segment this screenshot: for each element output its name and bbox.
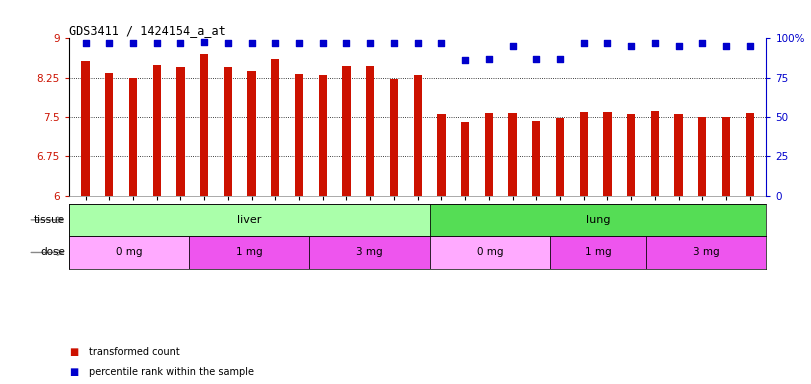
Point bbox=[459, 57, 472, 63]
Point bbox=[744, 43, 757, 50]
Text: liver: liver bbox=[237, 215, 261, 225]
Point bbox=[411, 40, 424, 46]
Point bbox=[601, 40, 614, 46]
Bar bbox=[224, 67, 232, 196]
Text: dose: dose bbox=[40, 247, 65, 258]
Point bbox=[554, 56, 567, 62]
Text: ■: ■ bbox=[69, 346, 78, 357]
Point bbox=[506, 43, 519, 50]
Bar bbox=[152, 65, 161, 196]
Point bbox=[198, 38, 211, 45]
Bar bbox=[81, 61, 90, 196]
Bar bbox=[200, 54, 208, 196]
Point bbox=[672, 43, 685, 50]
Point bbox=[530, 56, 543, 62]
Point bbox=[79, 40, 92, 46]
Bar bbox=[366, 66, 375, 196]
Point bbox=[103, 40, 116, 46]
Text: ■: ■ bbox=[69, 366, 78, 377]
Bar bbox=[342, 66, 350, 196]
Text: percentile rank within the sample: percentile rank within the sample bbox=[89, 366, 254, 377]
Bar bbox=[532, 121, 540, 196]
Point bbox=[435, 40, 448, 46]
Text: lung: lung bbox=[586, 215, 611, 225]
Bar bbox=[437, 114, 445, 196]
Bar bbox=[646, 236, 766, 269]
Bar bbox=[550, 236, 646, 269]
Text: GDS3411 / 1424154_a_at: GDS3411 / 1424154_a_at bbox=[69, 24, 225, 37]
Bar bbox=[414, 75, 422, 196]
Bar bbox=[508, 113, 517, 196]
Point bbox=[363, 40, 376, 46]
Bar bbox=[556, 118, 564, 196]
Bar bbox=[722, 117, 730, 196]
Bar bbox=[603, 112, 611, 196]
Bar bbox=[319, 75, 327, 196]
Bar bbox=[698, 117, 706, 196]
Bar bbox=[461, 122, 470, 196]
Point bbox=[245, 40, 258, 46]
Text: 0 mg: 0 mg bbox=[116, 247, 142, 258]
Point bbox=[221, 40, 234, 46]
Bar bbox=[390, 79, 398, 196]
Point bbox=[268, 40, 281, 46]
Point bbox=[293, 40, 306, 46]
Bar bbox=[129, 78, 137, 196]
Text: 1 mg: 1 mg bbox=[236, 247, 263, 258]
Point bbox=[316, 40, 329, 46]
Text: 3 mg: 3 mg bbox=[693, 247, 719, 258]
Text: 0 mg: 0 mg bbox=[477, 247, 503, 258]
Point bbox=[719, 43, 732, 50]
Bar bbox=[105, 73, 114, 196]
Bar bbox=[430, 236, 550, 269]
Bar bbox=[295, 74, 303, 196]
Text: tissue: tissue bbox=[34, 215, 65, 225]
Bar bbox=[189, 236, 310, 269]
Bar bbox=[627, 114, 635, 196]
Bar bbox=[745, 113, 754, 196]
Point bbox=[649, 40, 662, 46]
Bar bbox=[675, 114, 683, 196]
Point bbox=[127, 40, 139, 46]
Bar bbox=[247, 71, 255, 196]
Point bbox=[388, 40, 401, 46]
Bar bbox=[580, 112, 588, 196]
Point bbox=[174, 40, 187, 46]
Point bbox=[483, 56, 496, 62]
Point bbox=[340, 40, 353, 46]
Bar bbox=[650, 111, 659, 196]
Point bbox=[696, 40, 709, 46]
Bar bbox=[271, 60, 280, 196]
Point bbox=[624, 43, 637, 50]
Text: transformed count: transformed count bbox=[89, 346, 180, 357]
Bar bbox=[485, 113, 493, 196]
Text: 3 mg: 3 mg bbox=[356, 247, 383, 258]
Bar bbox=[430, 204, 766, 236]
Point bbox=[150, 40, 163, 46]
Bar bbox=[69, 204, 430, 236]
Bar bbox=[176, 67, 185, 196]
Bar bbox=[310, 236, 430, 269]
Point bbox=[577, 40, 590, 46]
Text: 1 mg: 1 mg bbox=[585, 247, 611, 258]
Bar bbox=[69, 236, 189, 269]
